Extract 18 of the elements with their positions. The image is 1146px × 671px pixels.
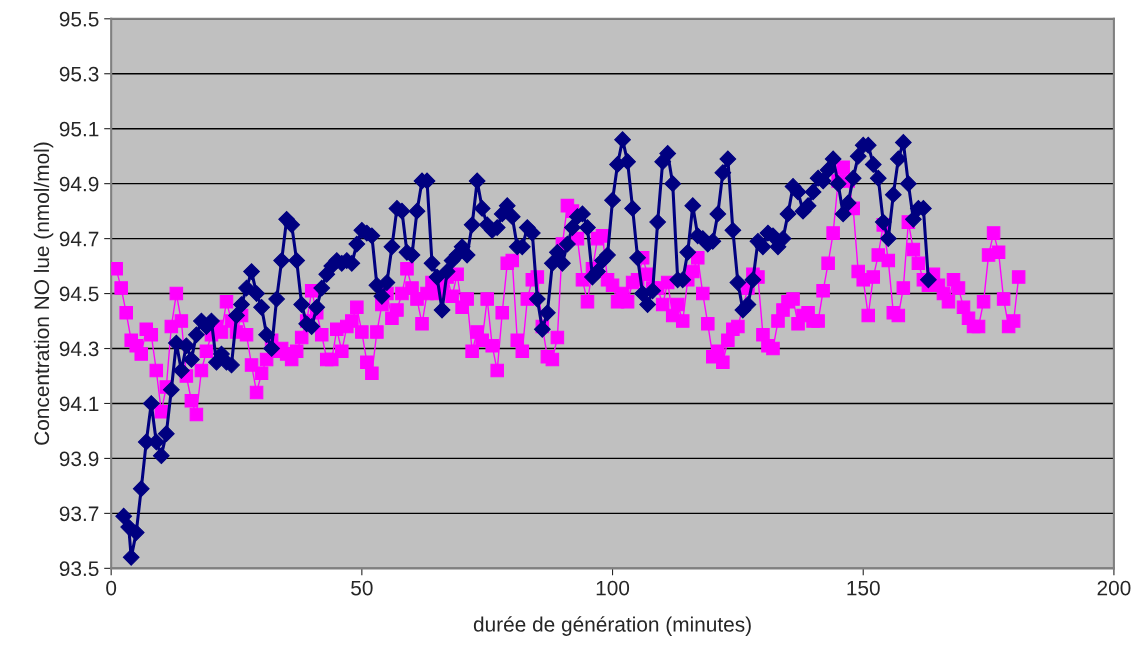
y-tick-label: 94.5	[59, 286, 99, 302]
y-tick-label: 95.1	[59, 121, 99, 137]
x-tick-label: 50	[351, 580, 373, 596]
y-tick-label: 93.5	[59, 561, 99, 577]
x-tick-label: 150	[847, 580, 880, 596]
y-tick-label: 95.5	[59, 11, 99, 27]
y-tick-label: 94.9	[59, 176, 99, 192]
y-tick-label: 94.7	[59, 231, 99, 247]
y-tick-label: 94.3	[59, 341, 99, 357]
y-axis-title: Concentration NO lue (nmol/mol)	[33, 142, 54, 445]
x-tick-label: 0	[106, 580, 117, 596]
y-tick-label: 93.9	[59, 451, 99, 467]
x-tick-label: 100	[596, 580, 630, 596]
y-tick-label: 93.7	[59, 506, 99, 522]
x-tick-label: 200	[1097, 580, 1131, 596]
y-tick-label: 95.3	[59, 66, 99, 82]
y-tick-label: 94.1	[59, 396, 99, 412]
x-axis-title: durée de génération (minutes)	[473, 616, 751, 636]
